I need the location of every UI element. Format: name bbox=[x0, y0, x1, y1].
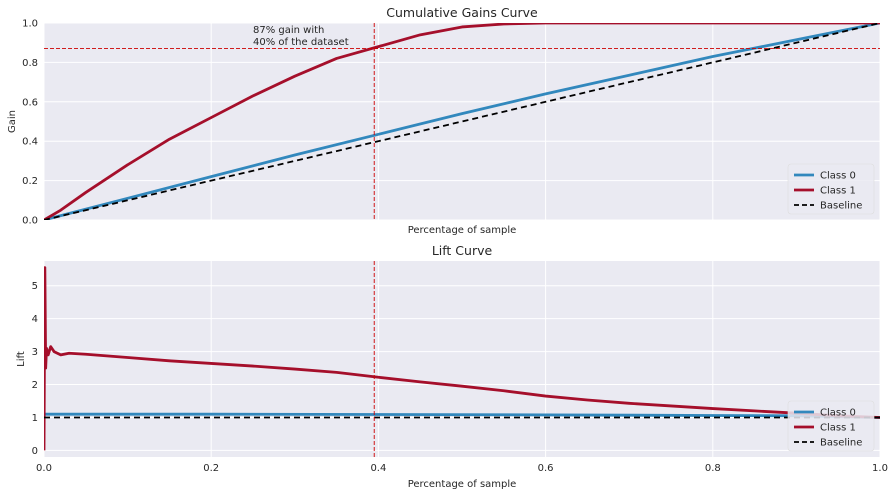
legend-label: Baseline bbox=[820, 201, 862, 212]
x-tick-label: 0.6 bbox=[538, 463, 554, 474]
annotation-text: 40% of the dataset bbox=[253, 37, 349, 48]
series-line-class-1 bbox=[44, 23, 880, 220]
y-axis-label: Gain bbox=[7, 110, 18, 133]
legend-label: Baseline bbox=[820, 438, 862, 449]
x-tick-label: 0.4 bbox=[370, 463, 386, 474]
legend-label: Class 1 bbox=[820, 423, 856, 434]
x-axis-label: Percentage of sample bbox=[408, 479, 517, 490]
y-tick-label: 1.0 bbox=[22, 19, 38, 30]
series-group-0 bbox=[44, 23, 880, 220]
chart-title: Cumulative Gains Curve bbox=[386, 5, 538, 20]
y-axis-label: Lift bbox=[16, 351, 27, 367]
y-tick-label: 0.0 bbox=[22, 216, 38, 227]
x-tick-label: 0.8 bbox=[705, 463, 721, 474]
y-tick-label: 0.6 bbox=[22, 97, 38, 108]
y-tick-label: 2 bbox=[32, 380, 38, 391]
legend-box bbox=[787, 400, 875, 452]
legend-label: Class 1 bbox=[820, 186, 856, 197]
x-tick-label: 1.0 bbox=[872, 463, 888, 474]
y-tick-label: 1 bbox=[32, 413, 38, 424]
y-tick-label: 5 bbox=[32, 281, 38, 292]
y-tick-label: 0 bbox=[32, 446, 38, 457]
y-tick-label: 0.8 bbox=[22, 58, 38, 69]
series-line-class-1 bbox=[44, 266, 880, 451]
y-tick-label: 0.4 bbox=[22, 137, 38, 148]
y-tick-label: 4 bbox=[32, 314, 38, 325]
legend-label: Class 0 bbox=[820, 171, 856, 182]
legend-box bbox=[787, 163, 875, 215]
series-line-class-0 bbox=[44, 23, 880, 220]
plot-area-1 bbox=[44, 261, 880, 457]
annotation-text: 87% gain with bbox=[253, 25, 324, 36]
x-axis-label: Percentage of sample bbox=[408, 225, 517, 236]
x-tick-label: 0.0 bbox=[36, 463, 52, 474]
legend-label: Class 0 bbox=[820, 408, 856, 419]
y-tick-label: 0.2 bbox=[22, 176, 38, 187]
series-line-baseline bbox=[44, 23, 880, 220]
chart-title: Lift Curve bbox=[432, 243, 493, 258]
y-tick-label: 3 bbox=[32, 347, 38, 358]
x-tick-label: 0.2 bbox=[203, 463, 219, 474]
